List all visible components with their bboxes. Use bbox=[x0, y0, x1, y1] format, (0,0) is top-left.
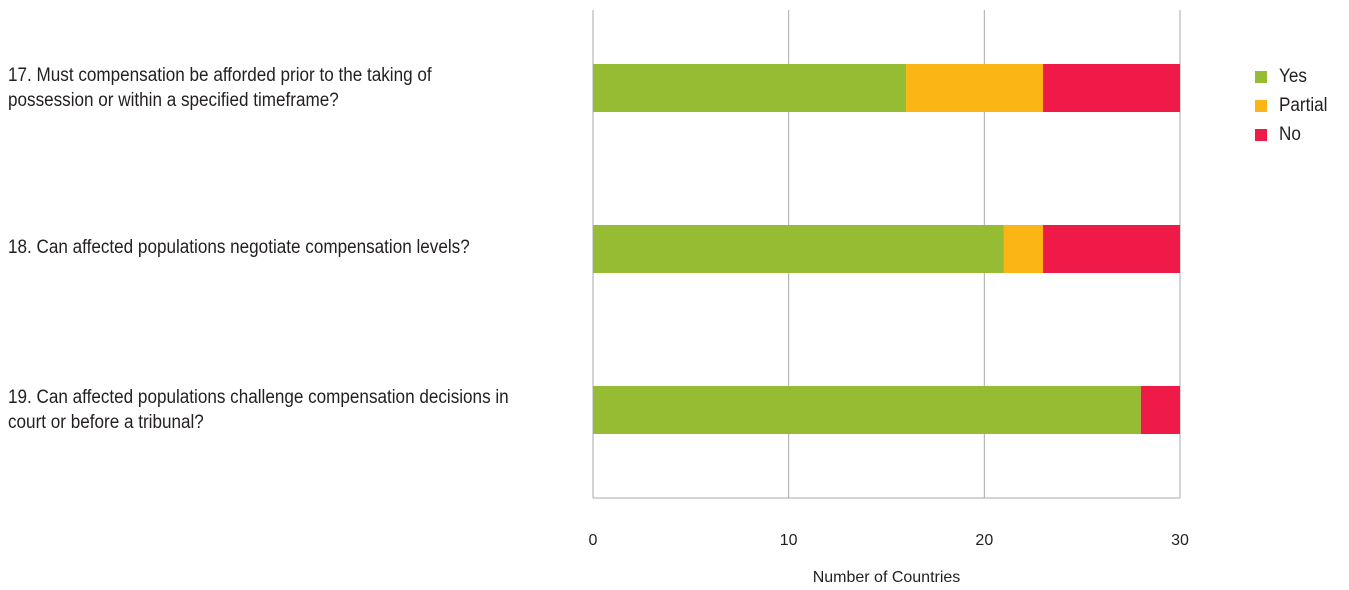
bar-segment-partial bbox=[906, 64, 1044, 112]
legend-item-yes: Yes bbox=[1255, 62, 1333, 91]
bar-segment-yes bbox=[593, 225, 1004, 273]
legend-swatch-partial bbox=[1255, 99, 1267, 112]
legend-item-partial: Partial bbox=[1255, 91, 1333, 120]
x-axis-label: Number of Countries bbox=[813, 569, 961, 586]
category-label: 18. Can affected populations negotiate c… bbox=[8, 237, 470, 258]
x-tick-label: 30 bbox=[1171, 532, 1189, 549]
legend-label: No bbox=[1279, 123, 1301, 145]
x-tick-label: 0 bbox=[589, 532, 598, 549]
x-tick-label: 10 bbox=[780, 532, 798, 549]
legend-swatch-yes bbox=[1255, 70, 1267, 83]
legend-label: Partial bbox=[1279, 94, 1328, 116]
bar-segment-partial bbox=[1003, 225, 1044, 273]
legend-label: Yes bbox=[1279, 65, 1307, 87]
legend-item-no: No bbox=[1255, 120, 1333, 149]
x-tick-label: 20 bbox=[975, 532, 993, 549]
category-label: 17. Must compensation be afforded prior … bbox=[8, 65, 432, 111]
category-label: 19. Can affected populations challenge c… bbox=[8, 387, 509, 433]
legend: Yes Partial No bbox=[1255, 62, 1333, 149]
bar-segment-no bbox=[1043, 225, 1180, 273]
bar-segment-no bbox=[1140, 386, 1180, 434]
legend-swatch-no bbox=[1255, 128, 1267, 141]
bar-segment-yes bbox=[593, 386, 1141, 434]
bar-segment-yes bbox=[593, 64, 907, 112]
bar-segment-no bbox=[1043, 64, 1180, 112]
